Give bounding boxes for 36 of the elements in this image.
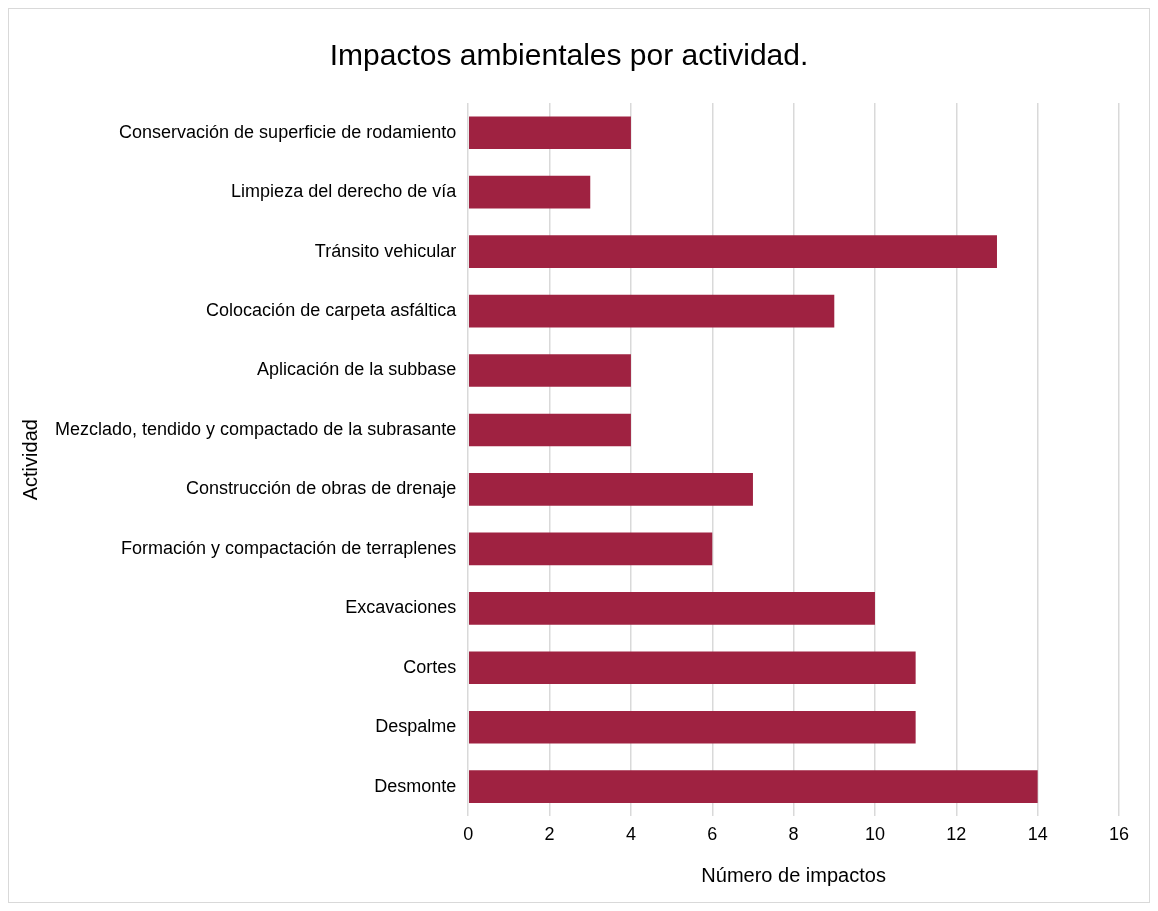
y-tick-label: Conservación de superficie de rodamiento bbox=[119, 121, 457, 142]
y-tick-label: Limpieza del derecho de vía bbox=[231, 181, 458, 202]
bar bbox=[469, 175, 591, 209]
bar bbox=[469, 235, 997, 268]
bar bbox=[469, 651, 916, 685]
x-tick-label: 8 bbox=[788, 824, 799, 845]
x-tick-label: 4 bbox=[625, 824, 636, 845]
y-tick-label: Formación y compactación de terraplenes bbox=[121, 537, 457, 558]
x-tick-label: 10 bbox=[864, 824, 885, 845]
y-tick-label: Aplicación de la subbase bbox=[257, 359, 457, 380]
bar bbox=[469, 591, 875, 625]
bar bbox=[469, 354, 631, 387]
y-tick-label: Tránsito vehicular bbox=[314, 240, 457, 261]
bar bbox=[469, 473, 753, 506]
y-tick-label: Construcción de obras de drenaje bbox=[186, 478, 457, 499]
bar bbox=[469, 413, 631, 447]
y-tick-label: Excavaciones bbox=[345, 597, 457, 618]
bar bbox=[469, 770, 1038, 804]
y-axis-title: Actividad bbox=[18, 419, 41, 501]
bar bbox=[469, 116, 631, 150]
x-tick-label: 12 bbox=[946, 824, 967, 845]
y-tick-label: Cortes bbox=[403, 656, 457, 677]
x-tick-label: 6 bbox=[707, 824, 718, 845]
y-tick-label: Mezclado, tendido y compactado de la subrasante bbox=[55, 418, 457, 439]
chart-title: Impactos ambientales por actividad. bbox=[329, 38, 809, 72]
x-axis-title: Número de impactos bbox=[701, 863, 886, 886]
y-tick-label: Colocación de carpeta asfáltica bbox=[206, 300, 458, 321]
bar bbox=[469, 532, 713, 566]
bar bbox=[469, 710, 916, 744]
x-tick-label: 16 bbox=[1108, 824, 1130, 845]
x-tick-label: 0 bbox=[463, 824, 474, 845]
y-tick-label: Despalme bbox=[375, 716, 457, 737]
bar bbox=[469, 294, 835, 328]
y-tick-label: Desmonte bbox=[374, 775, 457, 796]
x-tick-label: 2 bbox=[544, 824, 555, 845]
x-tick-label: 14 bbox=[1027, 824, 1048, 845]
